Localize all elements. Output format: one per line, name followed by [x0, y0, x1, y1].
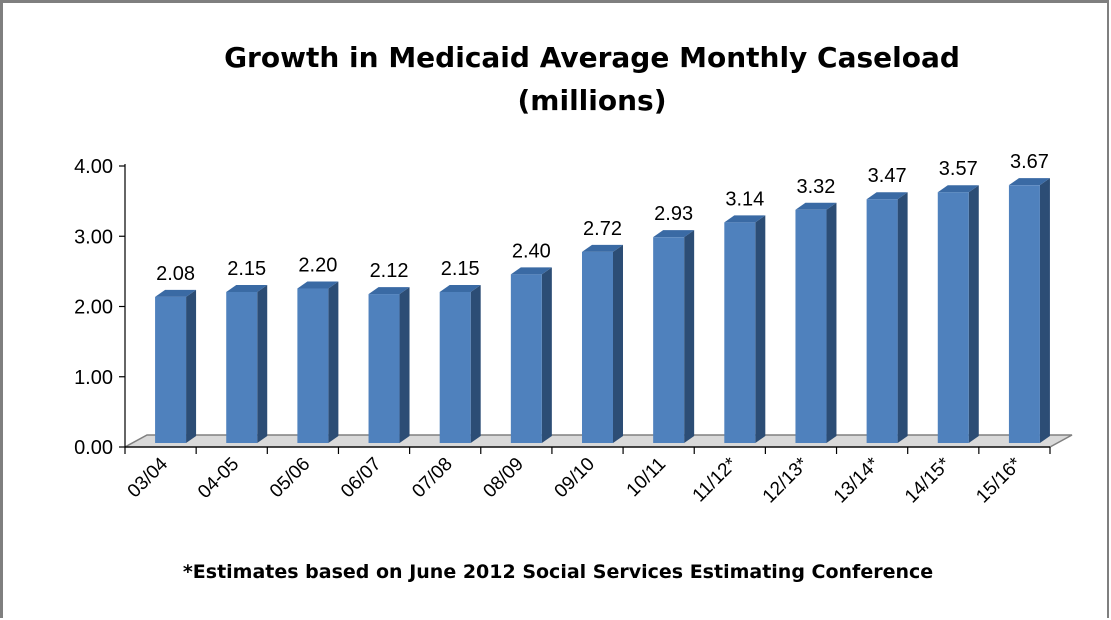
chart-axes — [124, 164, 1050, 448]
bar-top-face — [368, 287, 410, 295]
bar-side-face — [186, 289, 197, 443]
bar-front-face — [439, 291, 471, 443]
x-tick-label: 11/12* — [689, 453, 742, 506]
bars — [155, 178, 1050, 443]
bar-top-face — [439, 284, 481, 292]
data-label: 2.15 — [227, 258, 266, 280]
y-tick-labels: 0.00 1.00 2.00 3.00 4.00 — [74, 156, 125, 459]
bar — [582, 244, 623, 443]
bar-front-face — [368, 294, 400, 443]
chart-subtitle: (millions) — [518, 84, 667, 117]
bar-side-face — [470, 284, 481, 443]
bar-top-face — [653, 230, 695, 238]
bar-front-face — [297, 288, 329, 443]
data-label: 2.20 — [298, 254, 337, 276]
bar-side-face — [541, 267, 552, 443]
x-tick-label: 10/11 — [623, 454, 670, 501]
bar — [1008, 178, 1050, 443]
bar-top-face — [510, 267, 552, 275]
bar-side-face — [257, 284, 268, 443]
bar-side-face — [755, 215, 766, 443]
bar — [226, 284, 268, 443]
x-tick-labels: 03/04 04-05 05/06 06/07 07/08 08/09 09/10 10/11… — [124, 447, 1051, 507]
bar — [155, 289, 197, 443]
x-tick-label: 15/16* — [972, 453, 1026, 507]
bar-front-face — [510, 274, 542, 443]
x-tick-label: 03/04 — [124, 453, 173, 502]
bar-front-face — [795, 209, 827, 443]
bar-side-face — [684, 230, 695, 443]
bar — [368, 287, 410, 443]
bar-front-face — [866, 199, 898, 443]
x-tick-label: 07/08 — [408, 454, 456, 502]
bar-side-face — [613, 244, 623, 443]
bar-top-face — [795, 202, 837, 210]
bar-front-face — [724, 222, 756, 443]
y-tick-label: 1.00 — [74, 367, 113, 389]
footnote: *Estimates based on June 2012 Social Ser… — [183, 561, 933, 583]
data-label: 2.12 — [370, 260, 409, 282]
bar-front-face — [653, 237, 685, 443]
bar — [866, 192, 908, 443]
bar-top-face — [582, 244, 623, 252]
bar-top-face — [1008, 178, 1050, 186]
bar-front-face — [155, 296, 187, 443]
data-label: 2.72 — [583, 218, 622, 240]
data-label: 2.08 — [156, 263, 195, 285]
bar — [510, 267, 552, 443]
bar-top-face — [724, 215, 766, 223]
chart-title: Growth in Medicaid Average Monthly Casel… — [224, 41, 960, 74]
bar-front-face — [1008, 185, 1040, 443]
data-label: 2.93 — [654, 203, 693, 225]
data-label: 2.40 — [512, 240, 551, 262]
data-label: 3.47 — [868, 165, 907, 187]
bar-front-face — [937, 192, 969, 443]
data-label: 2.15 — [441, 258, 480, 280]
bar-front-face — [582, 251, 613, 443]
bar — [724, 215, 766, 443]
x-tick-label: 06/07 — [337, 454, 385, 502]
data-label: 3.32 — [796, 176, 835, 198]
bar-side-face — [1039, 178, 1050, 443]
y-tick-label: 0.00 — [74, 437, 113, 459]
bar-top-face — [297, 281, 339, 289]
data-labels: 2.08 2.15 2.20 2.12 2.15 2.40 2.72 2.93 3.14 3.32… — [156, 151, 1049, 285]
y-tick-label: 2.00 — [74, 297, 113, 319]
x-tick-label: 09/10 — [551, 454, 599, 502]
bar — [297, 281, 339, 443]
x-tick-label: 08/09 — [479, 454, 527, 502]
x-tick-label: 13/14* — [830, 453, 884, 507]
bar-side-face — [897, 192, 908, 443]
bar — [653, 230, 695, 443]
data-label: 3.57 — [939, 158, 978, 180]
bar — [439, 284, 481, 443]
bar-top-face — [866, 192, 908, 200]
bar-top-face — [226, 284, 268, 292]
x-tick-label: 04-05 — [194, 454, 243, 503]
bar-side-face — [399, 287, 410, 443]
data-label: 3.14 — [725, 188, 764, 210]
x-tick-label: 05/06 — [266, 454, 314, 502]
bar — [795, 202, 837, 443]
y-tick-label: 3.00 — [74, 226, 113, 248]
x-tick-label: 12/13* — [759, 453, 813, 507]
bar-side-face — [328, 281, 339, 443]
bar-front-face — [226, 291, 258, 443]
bar-side-face — [968, 185, 979, 443]
data-label: 3.67 — [1010, 151, 1049, 173]
bar-top-face — [155, 289, 197, 297]
bar-side-face — [826, 202, 837, 443]
bar-top-face — [937, 185, 979, 193]
y-tick-label: 4.00 — [74, 156, 113, 178]
x-tick-label: 14/15* — [901, 453, 955, 507]
bar — [937, 185, 979, 443]
